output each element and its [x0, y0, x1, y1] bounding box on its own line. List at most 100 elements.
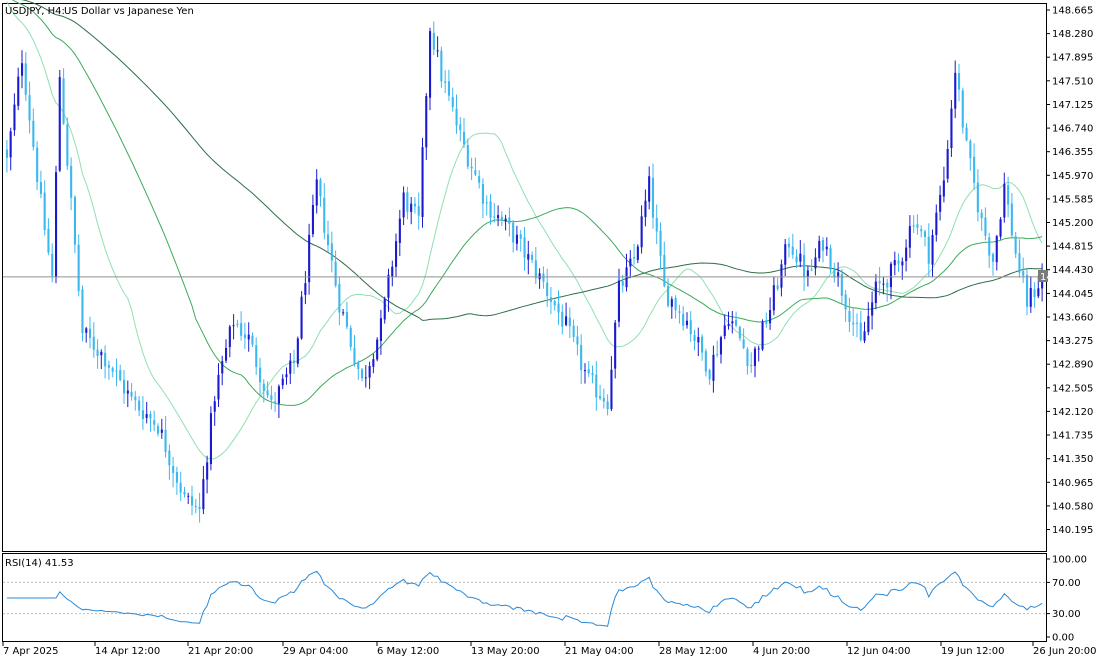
candle-body	[799, 253, 802, 262]
candle-body	[387, 274, 390, 298]
candle-body	[319, 179, 322, 197]
candle-body	[878, 281, 881, 284]
rsi-axis: 100.00 70.00 30.00 0.00	[1046, 555, 1087, 644]
candle-body	[130, 391, 133, 397]
candle-body	[999, 219, 1002, 237]
candle-body	[837, 272, 840, 278]
price-tick-label: 141.735	[1052, 431, 1093, 442]
candle-body	[833, 269, 836, 277]
candle-body	[897, 260, 900, 264]
candle-body	[440, 50, 443, 82]
price-tick-label: 148.665	[1052, 6, 1093, 17]
candle-body	[704, 351, 707, 372]
time-tick-label: 28 May 12:00	[659, 646, 728, 657]
candle-body	[791, 246, 794, 255]
candle-body	[1010, 203, 1013, 236]
candle-body	[474, 170, 477, 175]
candle-body	[338, 284, 341, 313]
candle-body	[716, 354, 719, 356]
candle-body	[157, 426, 160, 434]
price-tick-label: 144.430	[1052, 265, 1093, 276]
candle-body	[969, 140, 972, 159]
candle-body	[655, 218, 658, 232]
candle-body	[274, 401, 277, 404]
candle-body	[701, 336, 704, 353]
candle-body	[633, 257, 636, 259]
candle-body	[912, 225, 915, 227]
price-tick-label: 144.815	[1052, 242, 1093, 253]
candle-body	[583, 370, 586, 372]
candle-body	[546, 282, 549, 296]
time-tick-label: 4 Jun 20:00	[753, 646, 810, 657]
candle-body	[251, 335, 254, 345]
candle-body	[867, 316, 870, 333]
candle-body	[787, 243, 790, 248]
candle-body	[89, 328, 92, 338]
candle-body	[795, 256, 798, 263]
candle-body	[818, 240, 821, 259]
price-tick-label: 140.195	[1052, 525, 1093, 536]
candle-body	[905, 247, 908, 262]
candle-body	[187, 495, 190, 497]
rsi-indicator	[3, 570, 1046, 627]
candlesticks	[5, 21, 1044, 523]
candle-body	[266, 390, 269, 396]
current-price-tag: 144.313	[1038, 270, 1081, 283]
candle-body	[62, 78, 65, 124]
candle-body	[814, 257, 817, 269]
candle-body	[995, 236, 998, 263]
candle-body	[958, 73, 961, 90]
candle-body	[565, 316, 568, 325]
candle-body	[538, 273, 541, 280]
candle-body	[406, 192, 409, 212]
candle-body	[500, 216, 503, 221]
candle-body	[927, 236, 930, 264]
candle-body	[225, 348, 228, 361]
candle-body	[240, 323, 243, 336]
candle-body	[444, 81, 447, 83]
candle-body	[765, 320, 768, 324]
candle-body	[221, 361, 224, 374]
candle-body	[519, 234, 522, 239]
candle-body	[255, 345, 258, 367]
price-tick-label: 147.510	[1052, 76, 1093, 87]
candle-body	[935, 212, 938, 235]
candle-body	[723, 325, 726, 337]
candle-body	[780, 264, 783, 288]
time-tick-label: 13 May 20:00	[471, 646, 540, 657]
candle-body	[213, 401, 216, 412]
price-tick-label: 143.275	[1052, 336, 1093, 347]
candle-body	[825, 246, 828, 250]
candle-body	[678, 311, 681, 313]
ma-fast-line	[6, 1, 1043, 460]
candle-body	[308, 234, 311, 283]
price-tick-label: 141.350	[1052, 454, 1093, 465]
price-tick-label: 142.505	[1052, 383, 1093, 394]
candle-body	[304, 283, 307, 295]
candle-body	[447, 81, 450, 96]
time-tick-label: 7 Apr 2025	[3, 646, 58, 657]
candle-body	[327, 234, 330, 246]
candle-body	[198, 506, 201, 509]
current-price-label: 144.313	[1040, 272, 1081, 283]
candle-body	[296, 338, 299, 364]
rsi-tick-label: 0.00	[1052, 633, 1074, 644]
candle-body	[534, 260, 537, 279]
price-axis: 148.665 148.280 147.895 147.510 147.125 146.7…	[1046, 6, 1093, 536]
candle-body	[228, 326, 231, 348]
candle-body	[85, 328, 88, 333]
candle-body	[784, 244, 787, 265]
candle-body	[1018, 253, 1021, 273]
candle-body	[111, 367, 114, 372]
candle-body	[515, 234, 518, 244]
candle-body	[599, 396, 602, 399]
candle-body	[954, 72, 957, 109]
rsi-tick-label: 30.00	[1052, 609, 1081, 620]
candle-body	[172, 466, 175, 473]
candle-body	[383, 298, 386, 320]
price-tick-label: 143.660	[1052, 313, 1093, 324]
candle-body	[202, 479, 205, 510]
candle-body	[47, 228, 50, 253]
candle-body	[697, 337, 700, 343]
